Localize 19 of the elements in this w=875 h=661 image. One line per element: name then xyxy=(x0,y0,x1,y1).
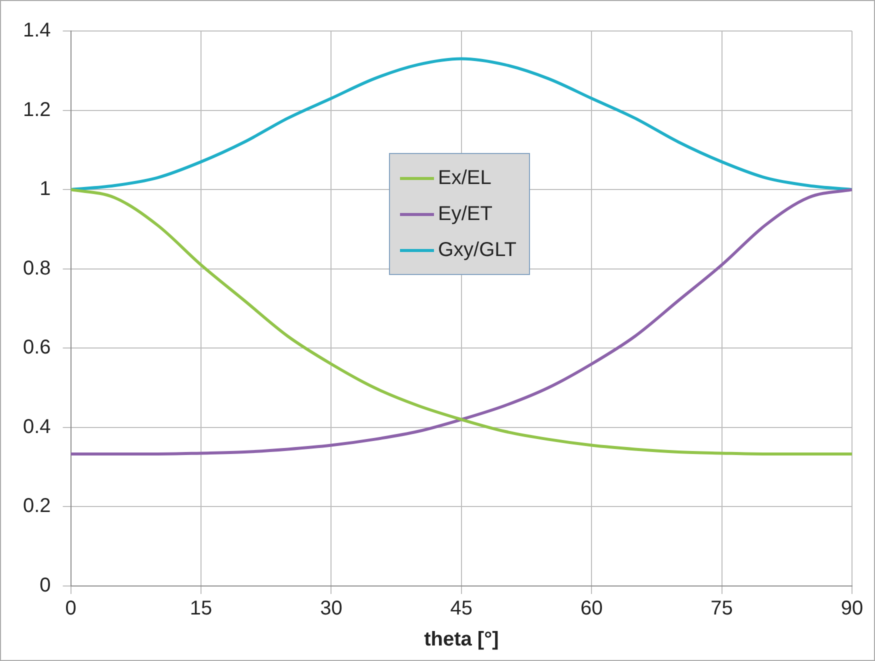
x-tick-label: 60 xyxy=(580,598,603,620)
y-tick-label: 0 xyxy=(40,574,51,597)
x-tick-label: 15 xyxy=(190,598,212,620)
x-tick-label: 0 xyxy=(65,598,76,620)
y-tick-label: 0.4 xyxy=(22,416,51,438)
y-tick-label: 0.8 xyxy=(22,257,51,280)
x-tick-label: 75 xyxy=(710,598,733,620)
y-tick-label: 1.2 xyxy=(22,98,51,121)
y-tick-label: 0.2 xyxy=(22,495,51,518)
x-tick-label: 45 xyxy=(450,598,473,620)
x-tick-label: 30 xyxy=(320,598,342,620)
x-tick-label: 90 xyxy=(840,598,864,620)
legend-label: Ey/ET xyxy=(438,202,492,226)
y-tick-label: 0.6 xyxy=(22,336,51,359)
legend-label: Ex/EL xyxy=(438,166,492,190)
y-tick-label: 1 xyxy=(40,178,51,200)
y-tick-label: 1.4 xyxy=(22,20,51,42)
legend-label: Gxy/GLT xyxy=(438,238,517,262)
x-axis-title: theta [°] xyxy=(424,628,499,651)
